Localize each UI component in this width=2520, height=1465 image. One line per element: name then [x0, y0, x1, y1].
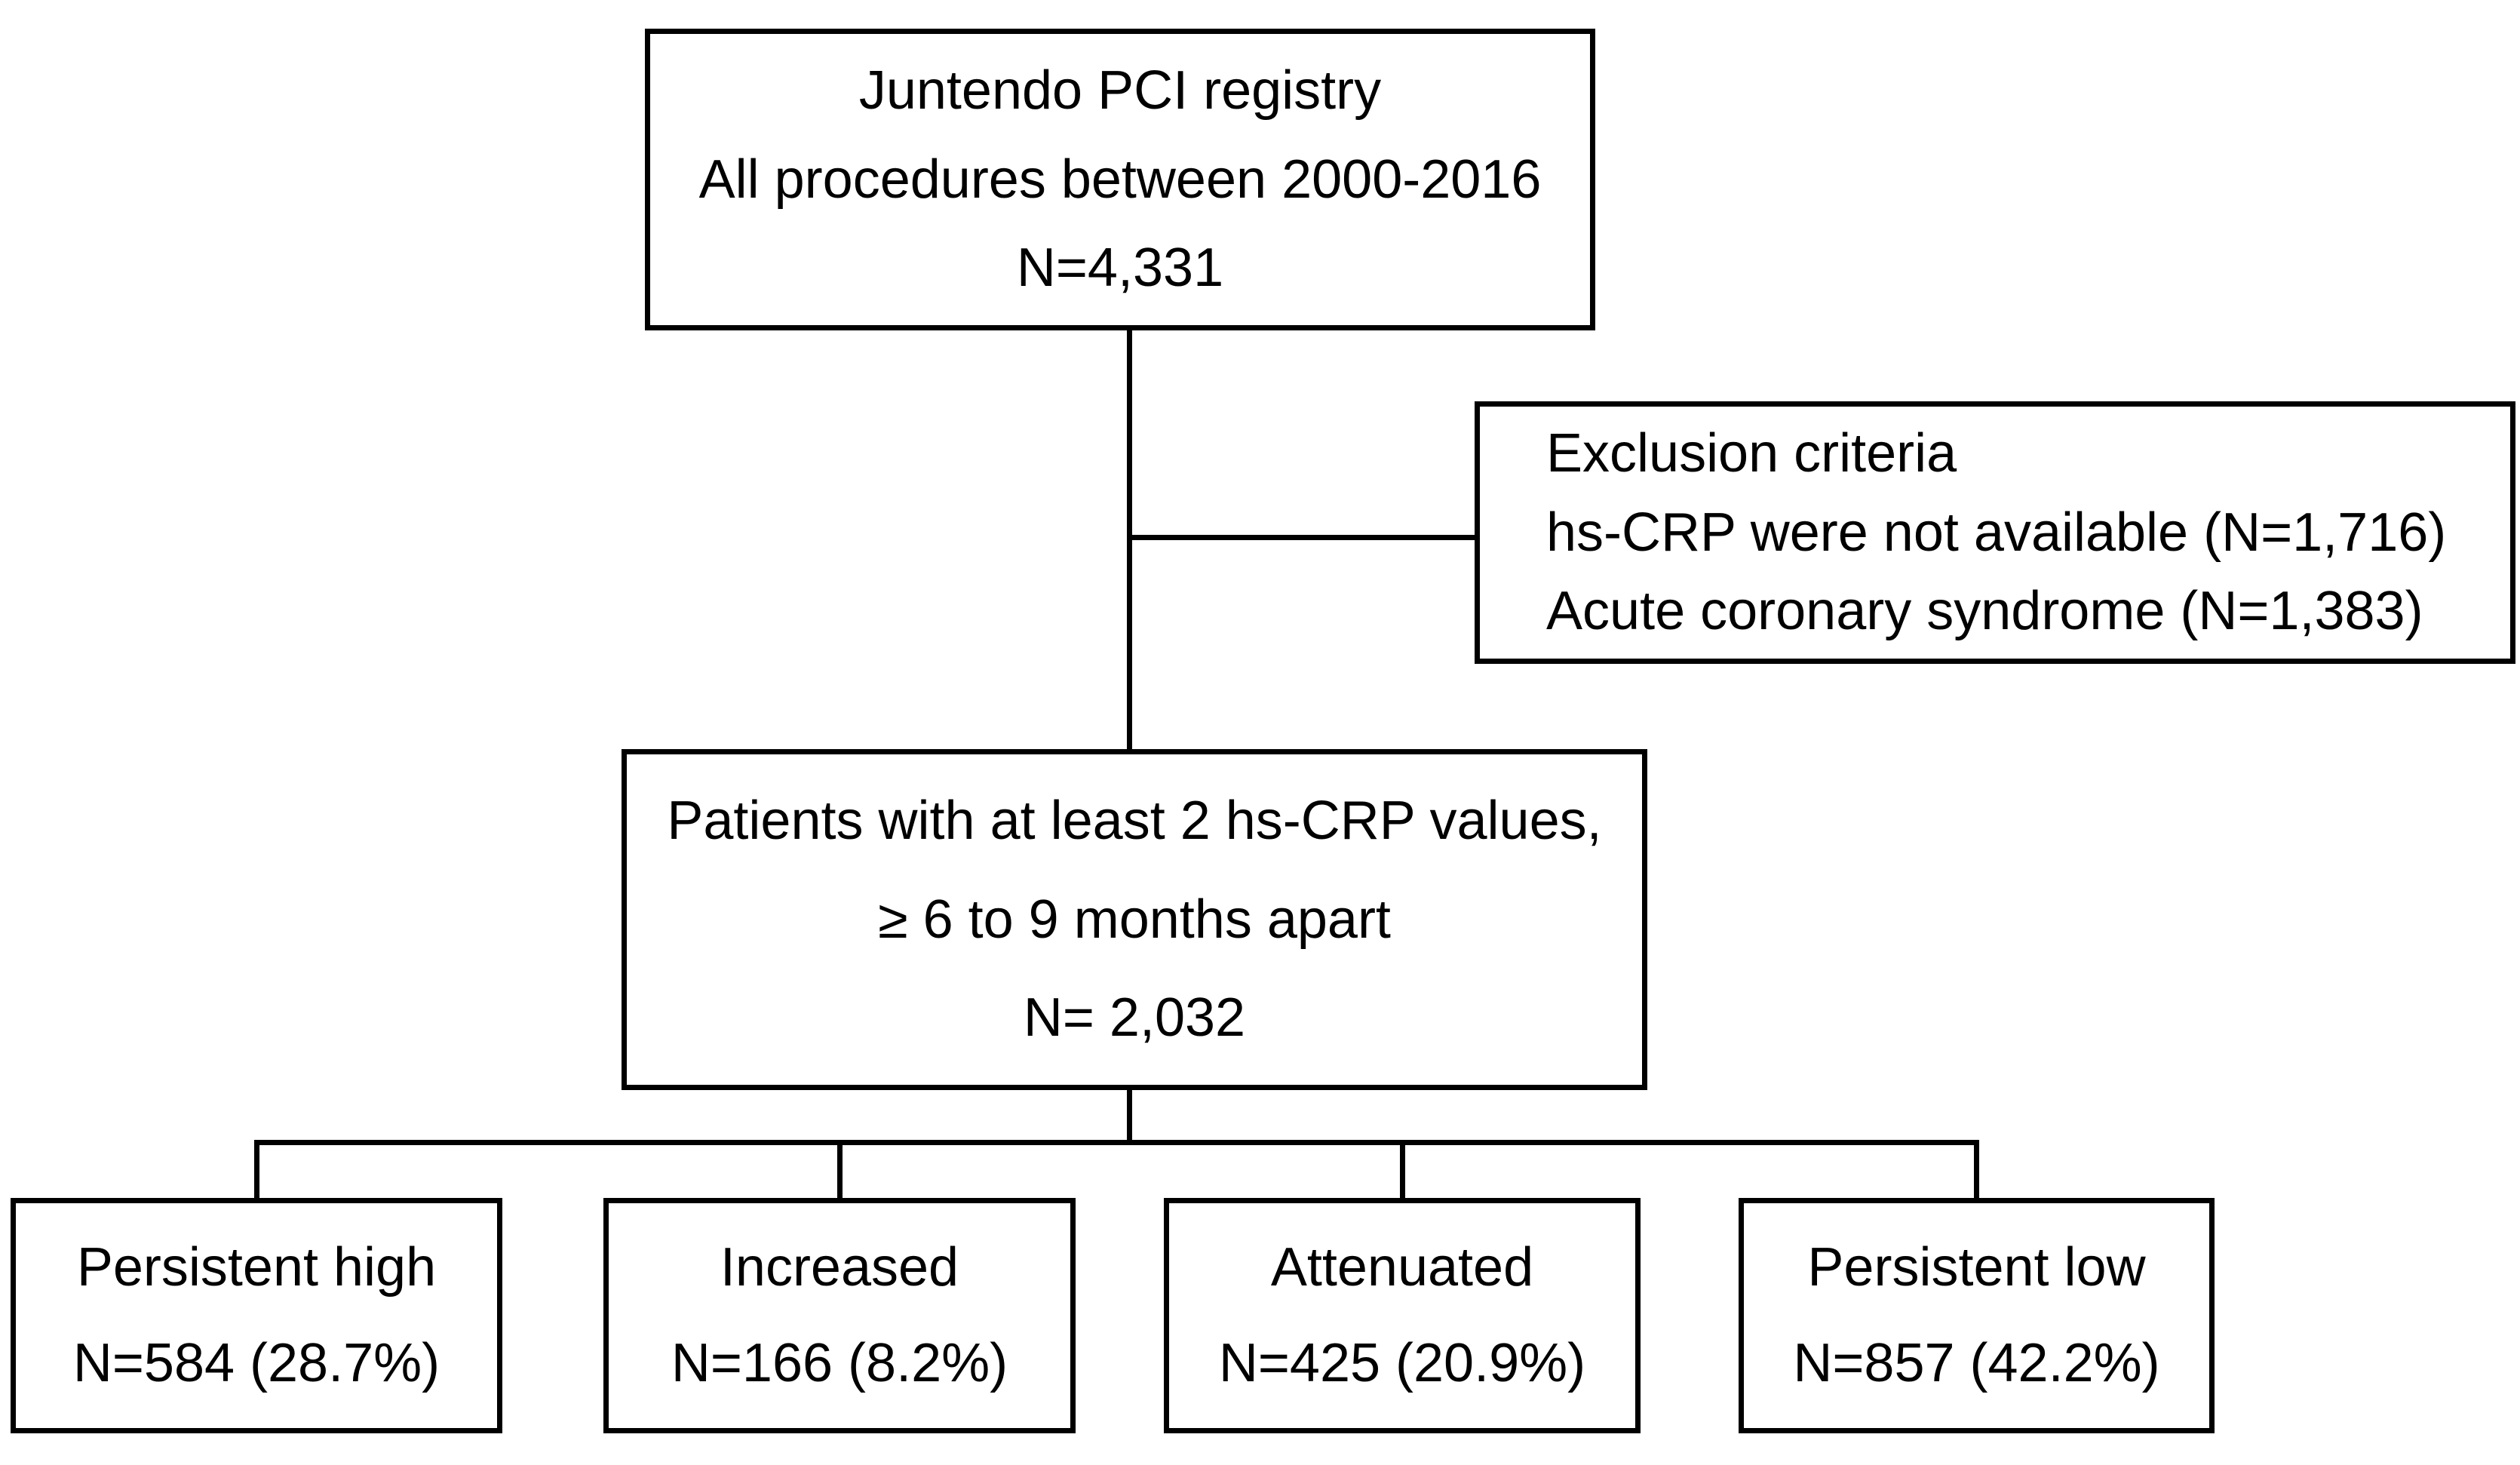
cohort-box-line-1: Patients with at least 2 hs-CRP values,	[667, 790, 1602, 851]
group-box-persistent-high: Persistent high N=584 (28.7%)	[11, 1198, 502, 1433]
group-box-increased: Increased N=166 (8.2%)	[603, 1198, 1076, 1433]
group-label: Increased	[720, 1236, 959, 1298]
connector-exclusion-line	[1127, 535, 1475, 540]
exclusion-box-line-1: Exclusion criteria	[1546, 422, 1957, 484]
group-count: N=857 (42.2%)	[1793, 1333, 2160, 1394]
branch-stub-3	[1400, 1140, 1405, 1198]
exclusion-box-line-3: Acute coronary syndrome (N=1,383)	[1546, 581, 2423, 642]
group-count: N=425 (20.9%)	[1218, 1333, 1586, 1394]
connector-cohort-stem	[1127, 1090, 1132, 1145]
group-label: Attenuated	[1270, 1236, 1534, 1298]
cohort-box-line-2: ≥ 6 to 9 months apart	[878, 889, 1391, 950]
exclusion-box: Exclusion criteria hs-CRP were not avail…	[1475, 401, 2515, 664]
registry-box-line-2: All procedures between 2000-2016	[698, 149, 1542, 210]
branch-stub-1	[254, 1140, 259, 1198]
registry-box: Juntendo PCI registry All procedures bet…	[645, 29, 1595, 330]
registry-box-line-1: Juntendo PCI registry	[858, 60, 1382, 121]
group-box-persistent-low: Persistent low N=857 (42.2%)	[1739, 1198, 2215, 1433]
connector-registry-to-cohort-line	[1127, 330, 1132, 751]
cohort-box: Patients with at least 2 hs-CRP values, …	[622, 749, 1647, 1090]
group-count: N=166 (8.2%)	[671, 1333, 1008, 1394]
branch-stub-2	[837, 1140, 843, 1198]
branch-horizontal-line	[254, 1140, 1979, 1145]
registry-box-line-3: N=4,331	[1016, 238, 1224, 299]
branch-stub-4	[1974, 1140, 1979, 1198]
exclusion-box-line-2: hs-CRP were not available (N=1,716)	[1546, 502, 2447, 563]
group-box-attenuated: Attenuated N=425 (20.9%)	[1164, 1198, 1641, 1433]
group-count: N=584 (28.7%)	[72, 1333, 440, 1394]
group-label: Persistent high	[76, 1236, 437, 1298]
group-label: Persistent low	[1807, 1236, 2146, 1298]
cohort-box-line-3: N= 2,032	[1023, 987, 1246, 1049]
